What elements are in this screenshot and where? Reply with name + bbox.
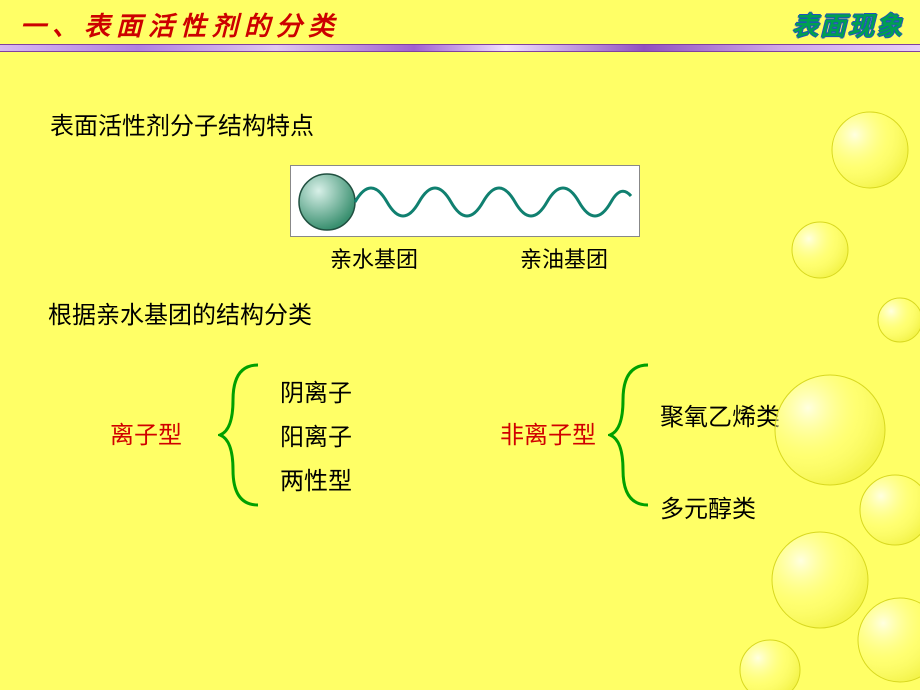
corner-badge: 表面现象	[792, 6, 904, 43]
nonionic-items: 聚氧乙烯类 多元醇类	[660, 372, 780, 556]
bubble-icon	[792, 222, 848, 278]
nonionic-item: 多元醇类	[660, 464, 780, 556]
category-ionic-label: 离子型	[110, 415, 182, 450]
brace-ionic-icon	[218, 360, 268, 510]
bubble-icon	[740, 640, 800, 690]
ionic-item: 阴离子	[280, 372, 352, 416]
lipophilic-tail-icon	[355, 188, 631, 216]
ionic-items: 阴离子 阳离子 两性型	[280, 372, 352, 504]
nonionic-item: 聚氧乙烯类	[660, 372, 780, 464]
bubble-icon	[772, 532, 868, 628]
bubble-icon	[775, 375, 885, 485]
label-lipophilic: 亲油基团	[520, 242, 608, 274]
hydrophilic-head-icon	[299, 174, 355, 230]
header-divider	[0, 44, 920, 52]
bubble-icon	[858, 598, 920, 682]
header-bar: 一、表面活性剂的分类 表面现象	[0, 0, 920, 44]
label-hydrophilic: 亲水基团	[330, 242, 418, 274]
ionic-item: 阳离子	[280, 416, 352, 460]
brace-nonionic-icon	[608, 360, 658, 510]
subtitle-structure: 表面活性剂分子结构特点	[50, 106, 314, 141]
bubble-icon	[878, 298, 920, 342]
category-nonionic-label: 非离子型	[500, 415, 596, 450]
surfactant-svg	[291, 166, 641, 238]
page-title: 一、表面活性剂的分类	[20, 6, 340, 43]
bubble-icon	[860, 475, 920, 545]
bubble-icon	[832, 112, 908, 188]
bubbles-layer	[0, 0, 920, 690]
surfactant-diagram	[290, 165, 640, 237]
ionic-item: 两性型	[280, 460, 352, 504]
subtitle-classify: 根据亲水基团的结构分类	[48, 295, 312, 330]
